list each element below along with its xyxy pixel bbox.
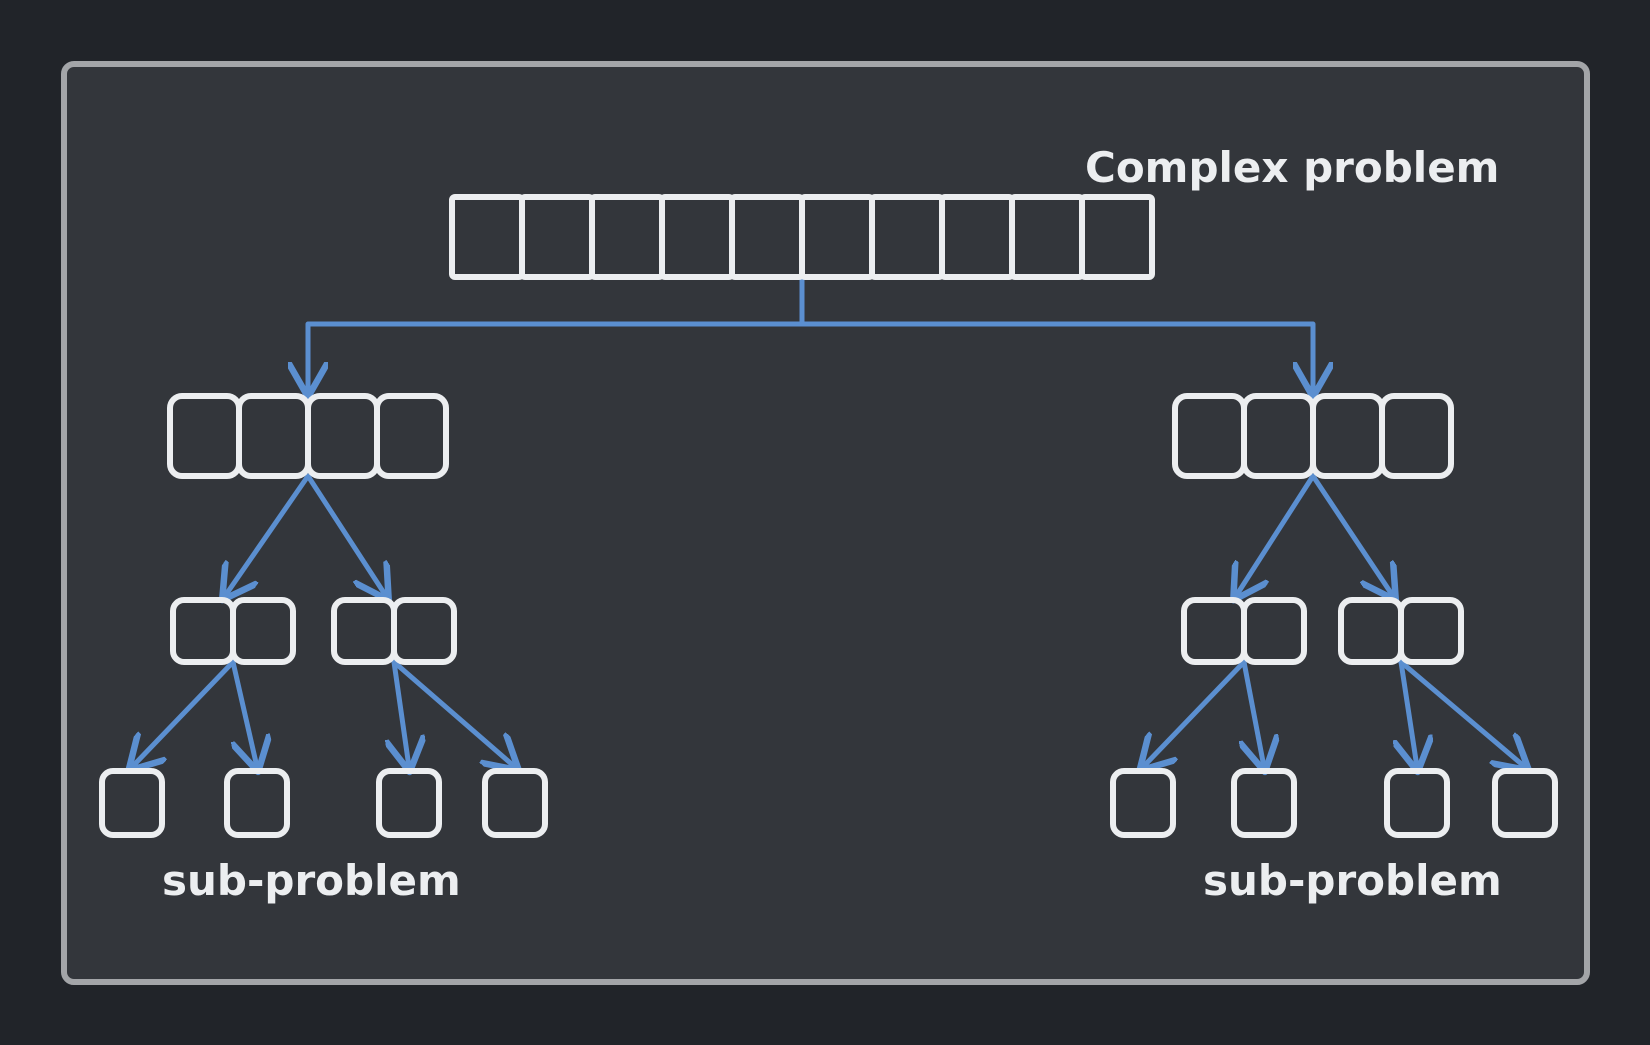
left-leaf-4-cell-1 <box>482 768 548 838</box>
right-quarter-2-cell-2 <box>1398 597 1464 665</box>
right-leaf-4-cell-1 <box>1492 768 1558 838</box>
arrow-right-half-to-quarter-2 <box>1310 473 1393 596</box>
right-leaf-1 <box>1110 768 1176 838</box>
left-leaf-1-cell-1 <box>99 768 165 838</box>
arrow-left-quarter-1-to-leaf-1 <box>132 659 236 767</box>
right-leaf-3 <box>1384 768 1450 838</box>
root-array-cell-10 <box>1079 194 1155 280</box>
cells-group <box>99 194 1558 838</box>
arrow-root-to-right <box>799 274 1313 392</box>
arrow-right-half-to-quarter-1 <box>1236 473 1316 596</box>
left-leaf-1 <box>99 768 165 838</box>
arrow-right-quarter-2-to-leaf-2 <box>1398 659 1525 767</box>
left-quarter-2-cell-2 <box>391 597 457 665</box>
arrow-left-quarter-2-to-leaf-2 <box>391 659 515 767</box>
right-leaf-4 <box>1492 768 1558 838</box>
left-sub-problem-label: sub-problem <box>162 856 461 905</box>
right-leaf-3-cell-1 <box>1384 768 1450 838</box>
left-leaf-3 <box>376 768 442 838</box>
left-leaf-2-cell-1 <box>224 768 290 838</box>
left-leaf-2 <box>224 768 290 838</box>
arrow-right-quarter-1-to-leaf-1 <box>1143 659 1247 767</box>
arrow-right-quarter-1-to-leaf-2 <box>1244 659 1264 767</box>
right-quarter-1-cell-2 <box>1241 597 1307 665</box>
left-half <box>167 393 449 479</box>
right-sub-problem-label: sub-problem <box>1203 856 1502 905</box>
right-quarter-1 <box>1181 597 1307 665</box>
right-leaf-2-cell-1 <box>1231 768 1297 838</box>
arrow-right-quarter-2-to-leaf-1 <box>1401 659 1417 767</box>
left-quarter-1 <box>170 597 296 665</box>
arrow-left-quarter-2-to-leaf-1 <box>394 659 409 767</box>
edges-group <box>132 274 1525 767</box>
diagram-panel <box>61 61 1590 985</box>
left-quarter-1-cell-2 <box>230 597 296 665</box>
arrow-left-half-to-quarter-1 <box>225 473 311 596</box>
left-leaf-3-cell-1 <box>376 768 442 838</box>
left-leaf-4 <box>482 768 548 838</box>
right-quarter-2 <box>1338 597 1464 665</box>
right-half-cell-4 <box>1379 393 1454 479</box>
right-leaf-2 <box>1231 768 1297 838</box>
root-array <box>449 194 1155 280</box>
right-leaf-1-cell-1 <box>1110 768 1176 838</box>
right-half <box>1172 393 1454 479</box>
left-half-cell-4 <box>374 393 449 479</box>
arrow-left-quarter-1-to-leaf-2 <box>230 659 257 767</box>
root-label: Complex problem <box>1085 143 1499 192</box>
arrow-left-half-to-quarter-2 <box>305 473 386 596</box>
left-quarter-2 <box>331 597 457 665</box>
